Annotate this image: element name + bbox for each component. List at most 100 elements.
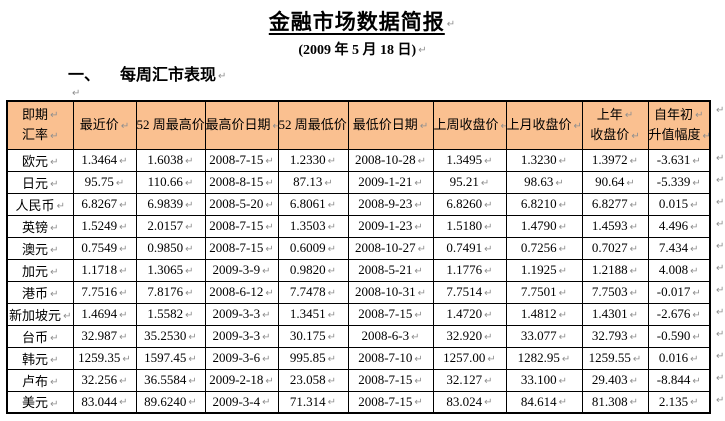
table-header-cell: 即期 ↵ 汇率 ↵ [6,100,74,150]
cell-value: 1.4694 [81,306,118,321]
paragraph-mark-icon: ↵ [119,155,128,167]
paragraph-mark-icon: ↵ [417,243,427,255]
table-cell: 1.3495 ↵ [432,148,507,172]
paragraph-mark-icon: ↵ [446,18,457,30]
table-cell: 1.3065 ↵ [135,258,206,282]
blank-paragraph: ↵ [70,84,80,102]
paragraph-mark-icon: ↵ [629,397,639,409]
cell-value: 32.793 [591,328,628,343]
paragraph-mark-icon: ↵ [690,353,699,365]
paragraph-mark-icon: ↵ [50,377,59,389]
table-cell: 2008-10-27 ↵ [347,236,434,260]
table-cell: 36.5584 ↵ [135,368,206,392]
table-cell: -0.017 ↵ [647,280,711,304]
table-cell: 7.7516 ↵ [72,280,137,304]
table-cell: 1.2330 ↵ [277,148,349,172]
cell-value: 2009-2-18 [209,372,264,387]
table-cell: 33.100 ↵ [505,368,583,392]
paragraph-mark-icon: ↵ [50,267,59,279]
paragraph-mark-icon: ↵ [327,287,337,299]
paragraph-mark-icon: ↵ [558,331,568,343]
cell-value: 0.7491 [446,240,483,255]
currency-name-cell: 加元 ↵ [6,258,74,282]
table-cell: 33.077 ↵ [505,324,583,348]
paragraph-mark-icon: ↵ [50,245,59,257]
table-cell: 30.175 ↵ [277,324,349,348]
row-end-mark-icon: ↵ [716,263,725,274]
table-cell: 4.008 ↵ [647,258,711,282]
cell-value: 2008-6-12 [209,284,264,299]
table-cell: 2008-10-28 ↵ [347,148,434,172]
paragraph-mark-icon: ↵ [265,155,274,167]
table-cell: 90.64 ↵ [581,170,649,194]
paragraph-mark-icon: ↵ [484,331,493,343]
header-label: 自年初 [654,106,694,122]
paragraph-mark-icon: ↵ [629,375,639,387]
table-row: 新加坡元 ↵ 1.4694 ↵ 1.5582 ↵ 2009-3-3 ↵ 1.3451 ↵ 2008-… [6,302,711,326]
cell-value: 36.5584 [144,372,187,387]
table-header-cell: 52 周最高价↵ [135,100,206,150]
header-label: 收盘价 [590,127,630,143]
table-cell: 1.1718 ↵ [72,258,137,282]
paragraph-mark-icon: ↵ [484,221,493,233]
cell-value: 1.4593 [591,218,628,233]
cell-value: 32.127 [446,372,483,387]
cell-value: -8.844 [656,372,691,387]
table-cell: 23.058 ↵ [277,368,349,392]
table-cell: 1.2188 ↵ [581,258,649,282]
table-cell: 7.7478 ↵ [277,280,349,304]
table-cell: 1259.35 ↵ [72,346,137,370]
currency-name-cell: 人民币 ↵ [6,192,74,216]
table-cell: 2008-9-23 ↵ [347,192,434,216]
row-end-mark-icon: ↵ [716,219,725,230]
cell-value: 0.016 [658,350,689,365]
cell-value: 1.3972 [591,152,628,167]
cell-value: 1.5180 [446,218,483,233]
table-cell: -0.590 ↵ [647,324,711,348]
table-cell: -8.844 ↵ [647,368,711,392]
paragraph-mark-icon: ↵ [188,397,197,409]
cell-value: 加元 [22,263,49,279]
paragraph-mark-icon: ↵ [50,223,59,235]
currency-name-cell: 欧元 ↵ [6,148,74,172]
cell-value: -5.339 [656,174,691,189]
cell-value: 83.044 [81,393,118,409]
header-label: 最近价 [79,116,119,132]
cell-value: 2.0157 [147,218,184,233]
fx-table-head: 即期↵汇率↵最近价↵52 周最高价↵最高价日期↵52 周最低价↵最低价日期↵上周… [6,100,711,150]
paragraph-mark-icon: ↵ [558,309,568,321]
table-row: 卢布 ↵ 32.256 ↵ 36.5584 ↵ 2009-2-18 ↵ 23.058 ↵ 2008-… [6,368,711,392]
cell-value: 2008-7-15 [209,240,264,255]
paragraph-mark-icon: ↵ [484,397,493,409]
table-cell: 6.8210 ↵ [505,192,583,216]
paragraph-mark-icon: ↵ [50,398,59,410]
cell-value: 2008-10-27 [354,240,416,255]
section-title: 每周汇市表现 [120,67,217,84]
paragraph-mark-icon: ↵ [50,333,59,345]
table-row: 台币 ↵ 32.987 ↵ 35.2530 ↵ 2009-3-3 ↵ 30.175 ↵ 2008-6… [6,324,711,348]
header-label: 最低价日期 [352,116,418,132]
cell-value: 2009-1-23 [358,218,413,233]
currency-name-cell: 港币 ↵ [6,280,74,304]
paragraph-mark-icon: ↵ [555,177,564,189]
table-cell: 32.256 ↵ [72,368,137,392]
table-cell: 1.4301 ↵ [581,302,649,326]
table-cell: 2009-1-21 ↵ [347,170,434,194]
cell-value: 6.8061 [289,196,326,211]
cell-value: 35.2530 [144,328,187,343]
paragraph-mark-icon: ↵ [72,87,81,99]
paragraph-mark-icon: ↵ [265,221,274,233]
table-cell: 6.8277 ↵ [581,192,649,216]
table-cell: 995.85 ↵ [277,346,349,370]
paragraph-mark-icon: ↵ [484,375,493,387]
cell-value: 2008-5-20 [209,196,264,211]
currency-name-cell: 澳元 ↵ [6,236,74,260]
cell-value: 7.434 [658,240,689,255]
table-cell: 2008-7-15 ↵ [347,368,434,392]
paragraph-mark-icon: ↵ [324,177,333,189]
table-cell: -5.339 ↵ [647,170,711,194]
table-header-row: 即期↵汇率↵最近价↵52 周最高价↵最高价日期↵52 周最低价↵最低价日期↵上周… [6,100,711,150]
paragraph-mark-icon: ↵ [692,375,701,387]
cell-value: 新加坡元 [9,307,62,323]
paragraph-mark-icon: ↵ [115,177,125,189]
